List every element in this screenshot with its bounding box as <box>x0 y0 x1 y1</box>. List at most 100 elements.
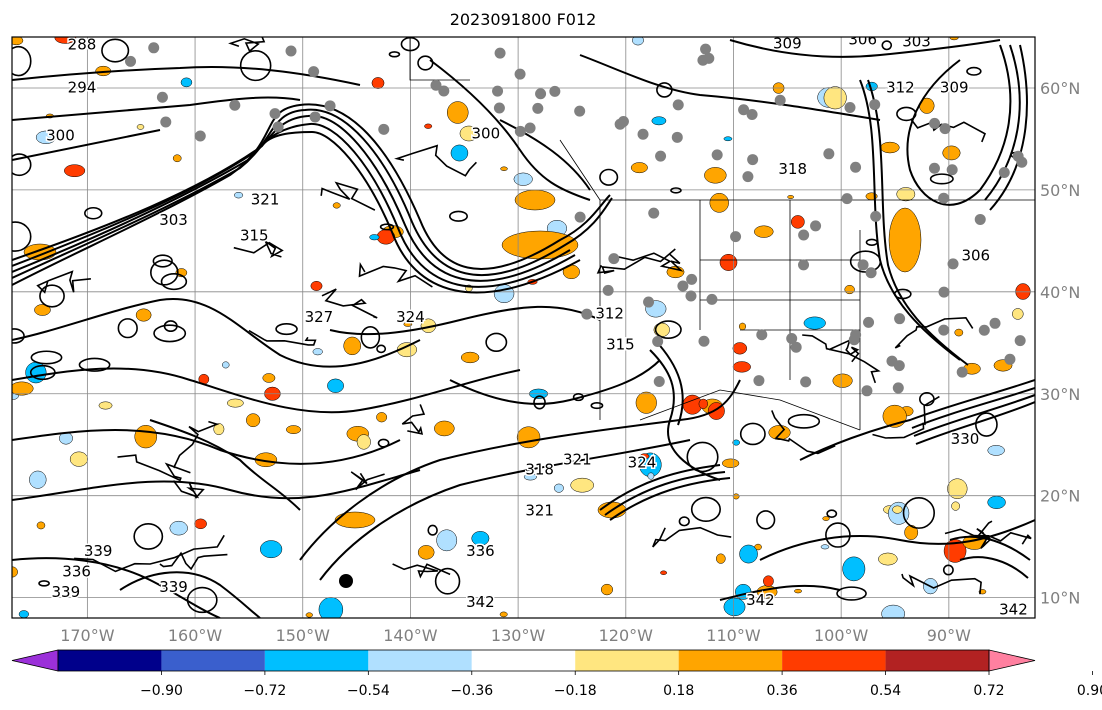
shaded-patch <box>732 361 751 373</box>
contour-line <box>377 438 390 448</box>
contour-line <box>867 79 969 366</box>
contour-line <box>38 580 50 587</box>
border-line <box>559 139 601 201</box>
station-marker <box>602 284 614 296</box>
contour-line <box>656 82 673 98</box>
contour-label: 306 <box>848 31 877 49</box>
shaded-patch <box>732 493 740 500</box>
shaded-patch <box>450 144 469 162</box>
contour-line <box>949 535 1031 561</box>
station-marker <box>652 336 664 348</box>
station-marker <box>272 121 284 133</box>
shaded-patch <box>246 413 261 428</box>
contour-line <box>966 66 982 76</box>
contour-line <box>670 187 682 194</box>
contour-line <box>228 37 266 53</box>
shaded-patch <box>823 86 847 110</box>
contour-line <box>989 44 1028 211</box>
shaded-patch <box>136 124 145 130</box>
station-marker <box>125 55 137 67</box>
shaded-patch <box>896 187 916 202</box>
colorbar-tick-label: −0.72 <box>243 683 286 699</box>
station-marker <box>938 324 950 336</box>
contour-lines <box>12 37 1035 618</box>
station-marker <box>655 150 667 162</box>
station-marker <box>698 335 710 347</box>
colorbar-band <box>58 650 162 671</box>
station-marker <box>549 85 561 97</box>
shaded-patch <box>698 398 708 409</box>
contour-line <box>12 96 301 121</box>
contour-line <box>153 324 187 343</box>
station-marker <box>535 88 547 100</box>
contour-labels: 288 294 300 303 321 315 300 327 324 312 315 309 306 3… <box>45 31 1030 618</box>
contour-line <box>394 144 477 177</box>
shaded-patch <box>719 253 738 271</box>
shaded-patch <box>660 570 668 575</box>
contour-line <box>787 413 821 429</box>
lon-tick-label: 130°W <box>491 626 546 645</box>
shaded-patch <box>1012 308 1024 320</box>
contour-label: 300 <box>46 126 75 144</box>
station-marker <box>285 45 297 57</box>
shaded-patch <box>516 426 541 449</box>
station-marker <box>790 341 802 353</box>
shaded-patch <box>98 401 113 410</box>
shaded-patch <box>434 420 455 437</box>
colorbar-tick-label: 0.18 <box>663 683 694 699</box>
contour-line <box>388 51 401 58</box>
contour-label: 309 <box>940 78 969 96</box>
contour-line <box>379 223 395 231</box>
contour-line <box>149 419 301 511</box>
contour-line <box>12 367 521 414</box>
gridlines <box>12 37 1035 618</box>
station-marker <box>848 334 860 346</box>
contour-label: 318 <box>525 461 554 479</box>
contour-line <box>929 173 954 185</box>
shaded-patch <box>820 544 830 550</box>
station-marker <box>861 385 873 397</box>
contour-line <box>893 288 912 300</box>
shaded-patch <box>942 145 961 161</box>
shaded-patch <box>600 583 613 596</box>
shaded-patch <box>327 378 344 393</box>
contour-line <box>360 326 381 349</box>
shaded-patch <box>881 604 906 618</box>
contour-label: 294 <box>68 78 97 96</box>
contour-label: 327 <box>305 308 334 326</box>
shaded-patch <box>376 412 388 423</box>
colorbar-extend-min <box>11 649 59 672</box>
station-marker <box>614 118 626 130</box>
contour-line <box>376 344 387 354</box>
shaded-patch <box>180 77 193 88</box>
contour-line <box>599 464 721 511</box>
contour-line <box>186 586 218 614</box>
contour-line <box>12 429 401 465</box>
contour-line <box>233 239 284 259</box>
shaded-patch <box>888 207 922 273</box>
shaded-patch <box>499 611 508 618</box>
station-marker <box>823 148 835 160</box>
lon-tick-label: 110°W <box>706 626 761 645</box>
station-marker <box>742 171 754 183</box>
shaded-patch <box>947 478 968 499</box>
station-marker <box>946 164 958 176</box>
contour-line <box>678 516 690 527</box>
station-marker <box>747 154 759 166</box>
contour-label: 309 <box>773 35 802 53</box>
contour-line <box>401 404 426 435</box>
colorbar-band <box>575 650 679 671</box>
station-marker <box>746 109 758 121</box>
contour-line <box>248 329 317 346</box>
map-plot-area: 288 294 300 303 321 315 300 327 324 312 315 309 306 3… <box>12 31 1035 618</box>
contour-label: 315 <box>240 226 269 244</box>
station-marker <box>1014 335 1026 347</box>
station-marker <box>269 108 281 120</box>
station-marker <box>229 99 241 111</box>
station-marker <box>753 375 765 387</box>
colorbar-band <box>471 650 576 671</box>
contour-line <box>686 441 719 473</box>
station-marker <box>956 366 968 378</box>
shaded-patch <box>709 192 729 213</box>
station-marker <box>1004 353 1016 365</box>
